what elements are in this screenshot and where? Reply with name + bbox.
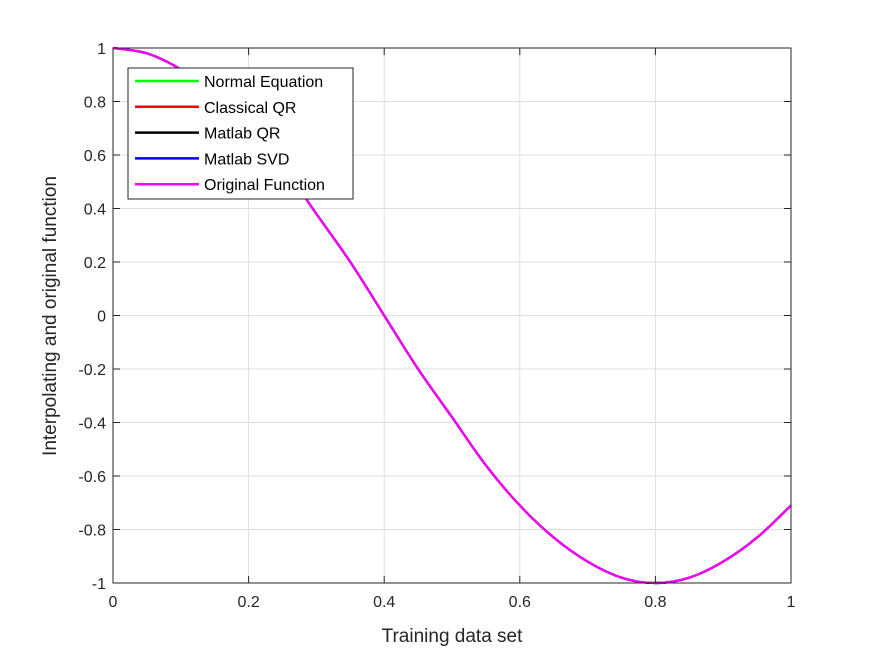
y-tick-label: -1 [92,576,106,593]
x-tick-label: 0.2 [237,594,259,611]
y-tick-label: 1 [97,41,106,58]
y-axis-label: Interpolating and original function [40,176,61,456]
x-tick-label: 0.6 [509,594,531,611]
y-tick-label: 0.6 [84,148,106,165]
y-tick-label: 0.2 [84,255,106,272]
x-tick-label: 0.8 [644,594,666,611]
x-tick-label: 1 [787,594,796,611]
x-tick-label: 0 [109,594,118,611]
legend: Normal Equation Classical QR Matlab QR Matl… [127,67,354,200]
tick-marks [112,47,792,584]
x-tick-label: 0.4 [373,594,395,611]
y-tick-label: -0.4 [78,416,106,433]
y-tick-labels: 1 0.8 0.6 0.4 0.2 0 -0.2 -0.4 -0.6 -0.8 -1 [78,41,106,593]
legend-label-matlab-svd: Matlab SVD [204,151,289,168]
y-tick-label: 0 [97,309,106,326]
x-tick-labels: 0 0.2 0.4 0.6 0.8 1 [109,594,796,611]
y-tick-label: 0.8 [84,95,106,112]
y-tick-label: -0.2 [78,362,106,379]
y-tick-label: -0.6 [78,469,106,486]
x-axis-label: Training data set [382,626,524,647]
legend-label-matlab-qr: Matlab QR [204,126,280,143]
y-tick-label: 0.4 [84,202,106,219]
legend-label-normal-equation: Normal Equation [204,74,323,91]
legend-label-classical-qr: Classical QR [204,100,296,117]
y-tick-label: -0.8 [78,523,106,540]
legend-label-original-function: Original Function [204,177,325,194]
